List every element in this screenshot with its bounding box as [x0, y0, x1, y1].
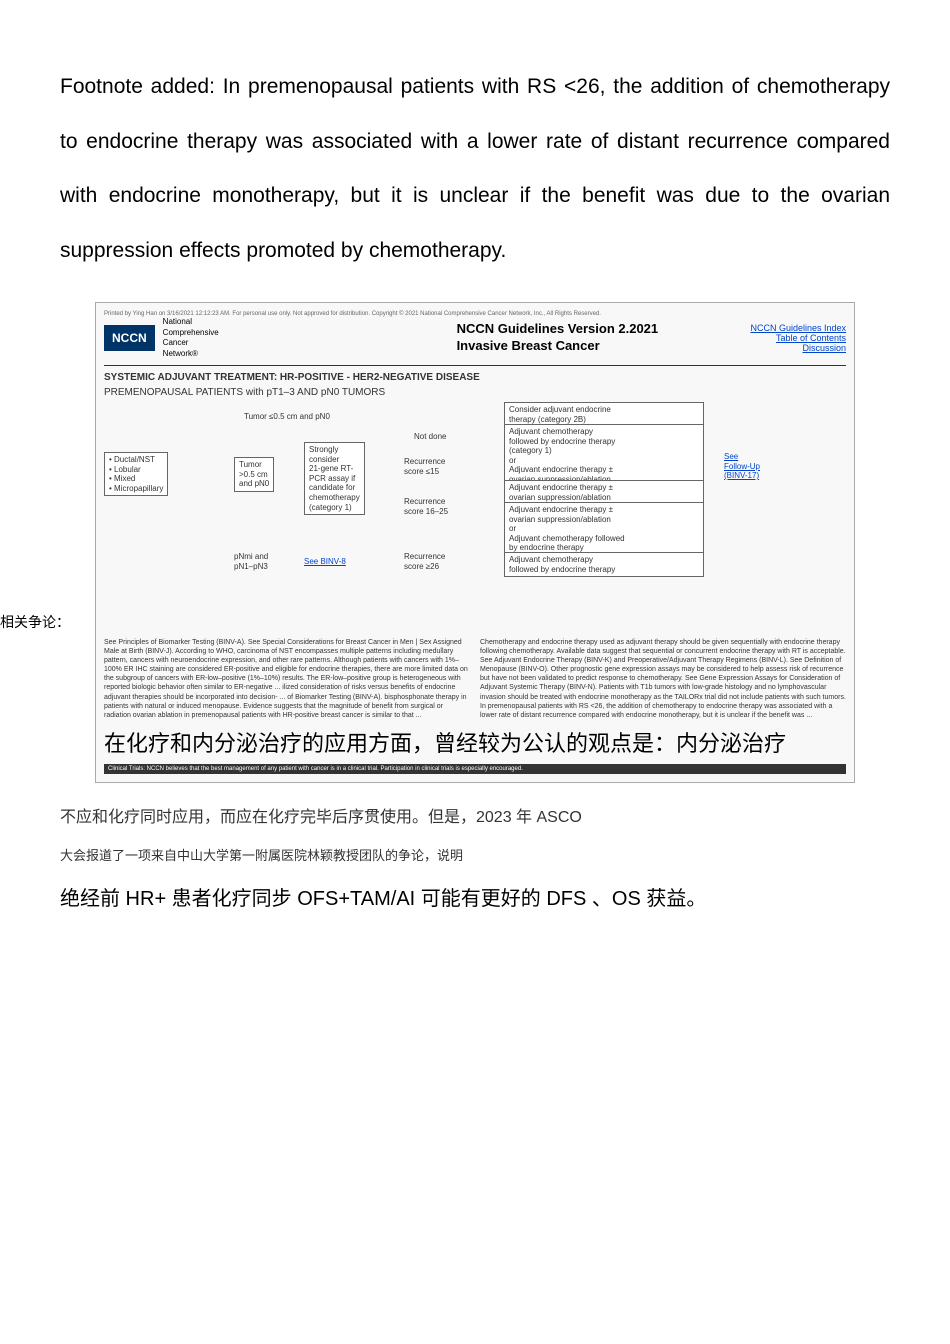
rs26-text: Recurrence score ≥26 — [404, 552, 445, 571]
pn-text: pNmi and pN1–pN3 — [234, 552, 268, 571]
outcome-either: Adjuvant endocrine therapy ± ovarian sup… — [504, 502, 704, 556]
embedded-figure-wrapper: 相关争论： Printed by Ying Han on 3/16/2021 1… — [60, 302, 890, 782]
conclusion-line: 绝经前 HR+ 患者化疗同步 OFS+TAM/AI 可能有更好的 DFS 、OS… — [60, 882, 890, 911]
section-title: SYSTEMIC ADJUVANT TREATMENT: HR-POSITIVE… — [104, 372, 846, 383]
figure-title-group: National Comprehensive Cancer Network® — [163, 317, 457, 359]
guide-titles: NCCN Guidelines Version 2.2021 Invasive … — [457, 321, 751, 355]
rs15-text: Recurrence score ≤15 — [404, 457, 445, 476]
histology-box: • Ductal/NST • Lobular • Mixed • Micropa… — [104, 452, 168, 496]
link-index[interactable]: NCCN Guidelines Index — [750, 323, 846, 333]
footnote-paragraph: Footnote added: In premenopausal patient… — [60, 60, 890, 278]
footnotes-left: See Principles of Biomarker Testing (BIN… — [104, 638, 470, 720]
nccn-guidelines-figure: Printed by Ying Han on 3/16/2021 12:12:2… — [95, 302, 855, 782]
guide-title: NCCN Guidelines Version 2.2021 — [457, 321, 751, 338]
highlight-text: 在化疗和内分泌治疗的应用方面，曾经较为公认的观点是：内分泌治疗 — [104, 731, 786, 756]
paragraph-prefix: Footnote added: — [60, 75, 223, 98]
sub-text-line: 大会报道了一项来自中山大学第一附属医院林颖教授团队的争论，说明 — [60, 845, 890, 864]
header-links: NCCN Guidelines Index Table of Contents … — [750, 323, 846, 353]
nccn-badge: NCCN — [104, 325, 155, 351]
figure-header: NCCN National Comprehensive Cancer Netwo… — [104, 317, 846, 366]
related-debate-label: 相关争论： — [0, 612, 70, 632]
link-toc[interactable]: Table of Contents — [750, 333, 846, 343]
gene-assay-box: Strongly consider 21-gene RT- PCR assay … — [304, 442, 365, 515]
paragraph-body: In premenopausal patients with RS <26, t… — [60, 75, 890, 262]
trial-note: Clinical Trials: NCCN believes that the … — [104, 764, 846, 774]
see-followup-link[interactable]: See Follow-Up (BINV-17) — [724, 452, 760, 481]
link-discussion[interactable]: Discussion — [750, 343, 846, 353]
guide-subtitle: Invasive Breast Cancer — [457, 338, 751, 355]
section-subtitle: PREMENOPAUSAL PATIENTS with pT1–3 AND pN… — [104, 387, 846, 398]
org-name: National Comprehensive Cancer Network® — [163, 317, 457, 359]
main-paragraph-block: Footnote added: In premenopausal patient… — [60, 60, 890, 278]
flowchart: • Ductal/NST • Lobular • Mixed • Micropa… — [104, 402, 846, 632]
caption-line: 不应和化疗同时应用，而应在化疗完毕后序贯使用。但是，2023 年 ASCO — [60, 803, 890, 827]
outcome-chemo-or: Adjuvant chemotherapy followed by endocr… — [504, 424, 704, 488]
tumor-small: Tumor ≤0.5 cm and pN0 — [244, 412, 330, 422]
rs1625-text: Recurrence score 16–25 — [404, 497, 448, 516]
not-done-text: Not done — [414, 432, 446, 442]
outcome-chemo: Adjuvant chemotherapy followed by endocr… — [504, 552, 704, 577]
figure-footnotes: See Principles of Biomarker Testing (BIN… — [104, 638, 846, 720]
footnotes-right: Chemotherapy and endocrine therapy used … — [480, 638, 846, 720]
tumor-large-box: Tumor >0.5 cm and pN0 — [234, 457, 274, 492]
highlighted-chinese-line: 在化疗和内分泌治疗的应用方面，曾经较为公认的观点是：内分泌治疗 — [104, 724, 846, 760]
see-binv8-link[interactable]: See BINV-8 — [304, 557, 346, 567]
